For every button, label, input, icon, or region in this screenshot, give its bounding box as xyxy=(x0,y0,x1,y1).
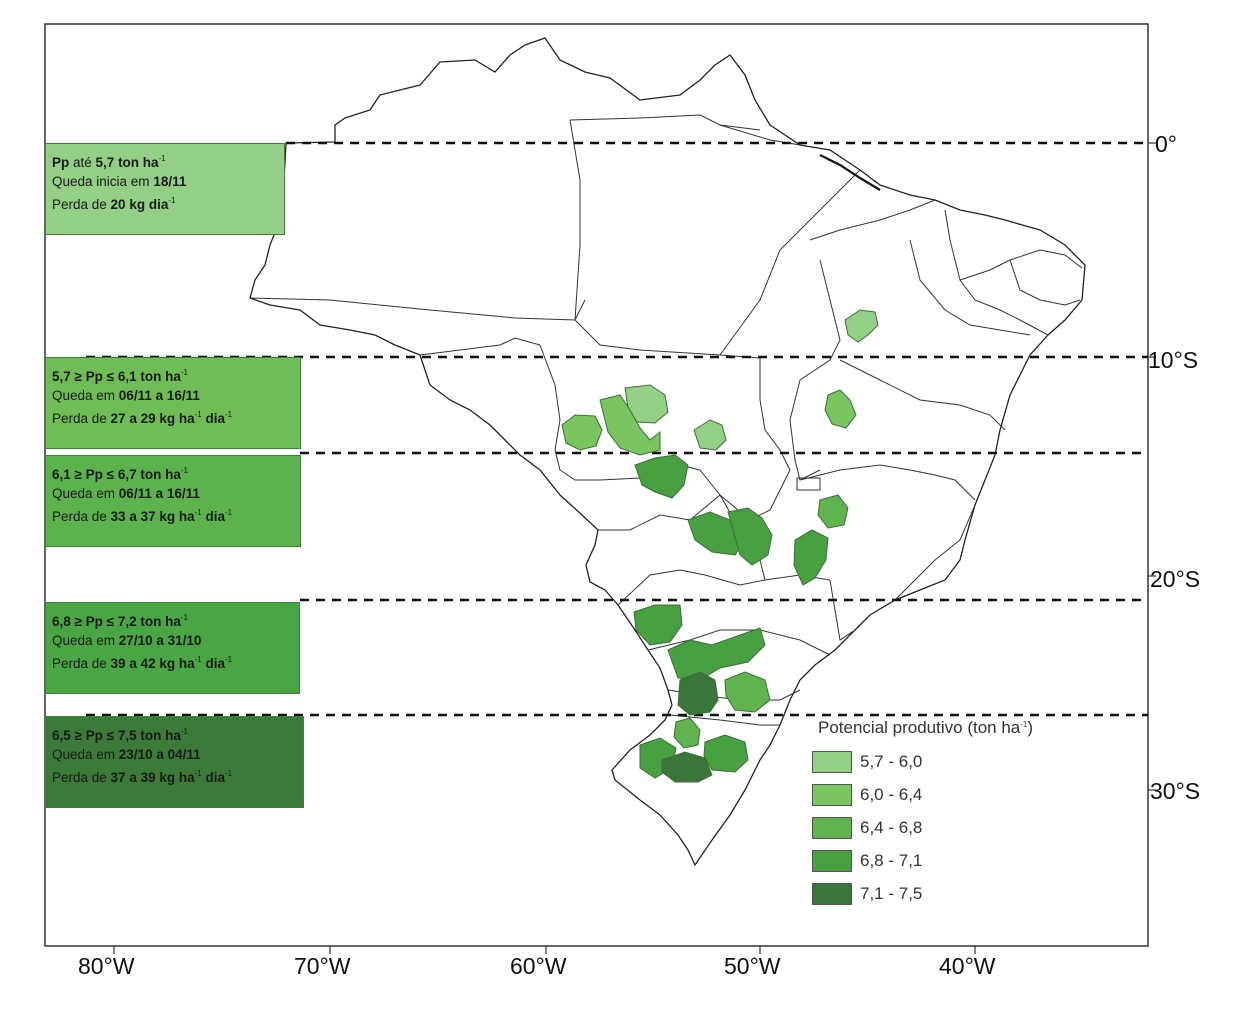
legend-swatch xyxy=(812,883,852,905)
zone-line-3: Perda de 37 a 39 kg ha-1 dia-1 xyxy=(52,769,233,785)
lat-label-30s: 30°S xyxy=(1150,778,1201,804)
region-patch xyxy=(844,309,879,343)
legend-swatch xyxy=(812,784,852,806)
brazil-outline xyxy=(249,37,1086,867)
region-patch xyxy=(727,507,773,566)
lon-label-80w: 80°W xyxy=(78,953,135,979)
zone-box-1: Pp até 5,7 ton ha-1 Queda inicia em 18/1… xyxy=(45,143,285,235)
zone-line-3: Perda de 33 a 37 kg ha-1 dia-1 xyxy=(52,508,233,524)
legend-label: 5,7 - 6,0 xyxy=(860,752,923,771)
zone-box-4: 6,8 ≥ Pp ≤ 7,2 ton ha-1 Queda em 27/10 a… xyxy=(45,602,300,694)
lon-label-60w: 60°W xyxy=(510,953,567,979)
lon-label-40w: 40°W xyxy=(939,953,996,979)
region-patch xyxy=(824,389,857,429)
zone-box-3: 6,1 ≥ Pp ≤ 6,7 ton ha-1 Queda em 06/11 a… xyxy=(45,455,301,547)
zone-line-3: Perda de 27 a 29 kg ha-1 dia-1 xyxy=(52,410,233,426)
productive-regions xyxy=(561,309,879,783)
region-patch xyxy=(667,627,766,681)
region-patch xyxy=(561,414,603,451)
zone-line-1: 5,7 ≥ Pp ≤ 6,1 ton ha-1 xyxy=(52,368,188,384)
zone-line-2: Queda inicia em 18/11 xyxy=(52,174,187,189)
region-patch xyxy=(633,604,683,646)
lon-label-70w: 70°W xyxy=(294,953,351,979)
zone-box-2: 5,7 ≥ Pp ≤ 6,1 ton ha-1 Queda em 06/11 a… xyxy=(45,357,301,449)
region-patch xyxy=(793,529,829,586)
region-patch xyxy=(677,671,719,716)
lat-label-0: 0° xyxy=(1155,131,1177,157)
legend-swatch xyxy=(812,817,852,839)
region-patch xyxy=(724,671,771,713)
zone-box-5: 6,5 ≥ Pp ≤ 7,5 ton ha-1 Queda em 23/10 a… xyxy=(45,716,304,808)
region-patch xyxy=(634,454,689,499)
zone-line-2: Queda em 23/10 a 04/11 xyxy=(52,747,201,762)
lat-label-10s: 10°S xyxy=(1148,347,1199,373)
legend-label: 6,0 - 6,4 xyxy=(860,785,923,804)
zone-line-3: Perda de 20 kg dia-1 xyxy=(52,196,176,212)
zone-line-3: Perda de 39 a 42 kg ha-1 dia-1 xyxy=(52,655,233,671)
region-patch xyxy=(693,419,727,451)
region-patch xyxy=(661,751,713,783)
region-patch xyxy=(817,494,849,529)
legend-label: 7,1 - 7,5 xyxy=(860,884,923,903)
legend-title: Potencial produtivo (ton ha-1) xyxy=(818,718,1034,737)
zone-line-2: Queda em 06/11 a 16/11 xyxy=(52,486,200,501)
legend-label: 6,4 - 6,8 xyxy=(860,818,923,837)
coastline xyxy=(819,154,881,191)
legend-label: 6,8 - 7,1 xyxy=(860,851,923,870)
region-patch xyxy=(703,734,749,773)
zone-line-1: 6,5 ≥ Pp ≤ 7,5 ton ha-1 xyxy=(52,727,188,743)
zone-line-2: Queda em 06/11 a 16/11 xyxy=(52,388,200,403)
lon-label-50w: 50°W xyxy=(724,953,781,979)
legend-swatch xyxy=(812,751,852,773)
region-patch xyxy=(599,394,661,456)
zone-line-1: Pp até 5,7 ton ha-1 xyxy=(52,154,166,170)
zone-line-1: 6,1 ≥ Pp ≤ 6,7 ton ha-1 xyxy=(52,466,188,482)
lat-label-20s: 20°S xyxy=(1150,566,1201,592)
legend-swatch xyxy=(812,850,852,872)
zone-line-1: 6,8 ≥ Pp ≤ 7,2 ton ha-1 xyxy=(52,613,188,629)
zone-line-2: Queda em 27/10 a 31/10 xyxy=(52,633,202,648)
region-patch xyxy=(673,717,701,749)
axis-ticks xyxy=(113,142,1156,954)
